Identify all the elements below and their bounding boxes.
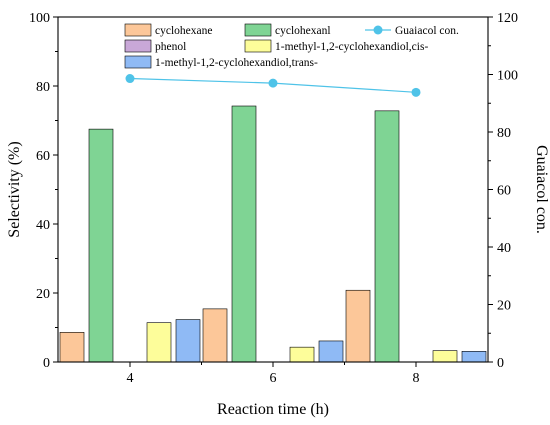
- legend-marker-guaiacol-con-: [373, 25, 383, 35]
- y-axis-title: Selectivity (%): [6, 141, 23, 237]
- bar-1-methyl-1-2-cyclohexandiol-cis--6: [289, 346, 315, 363]
- legend-swatch-cyclohexanl: [244, 23, 272, 37]
- legend-label-cyclohexane: cyclohexane: [155, 25, 212, 37]
- bar-1-methyl-1-2-cyclohexandiol-cis--4: [146, 322, 172, 363]
- y-tick-label: 20: [36, 287, 50, 302]
- y-tick-label: 40: [36, 218, 50, 233]
- bar-cyclohexane-4: [59, 332, 85, 363]
- y2-tick-label: 60: [497, 184, 511, 199]
- x-tick-label: 8: [413, 371, 420, 386]
- legend-label-guaiacol-con-: Guaiacol con.: [395, 25, 459, 37]
- bars-layer: [59, 105, 487, 363]
- conversion-point-8: [411, 87, 421, 97]
- y-tick-label: 0: [43, 356, 50, 371]
- legend-swatch-cyclohexane: [124, 23, 152, 37]
- y2-tick-label: 100: [497, 69, 518, 84]
- bar-cyclohexanl-4: [88, 128, 114, 363]
- bar-1-methyl-1-2-cyclohexandiol-cis--8: [432, 350, 458, 363]
- y2-tick-label: 20: [497, 299, 511, 314]
- bar-1-methyl-1-2-cyclohexandiol-trans--6: [318, 340, 344, 363]
- bar-cyclohexanl-6: [231, 105, 257, 363]
- y-tick-label: 100: [29, 11, 50, 26]
- y2-axis-title: Guaiacol con.: [533, 145, 550, 234]
- conversion-point-4: [125, 74, 135, 84]
- legend-swatch-phenol: [124, 39, 152, 53]
- ticks-layer: 0 20 40 60 80 100 0 20 40 60 80 100 120 4 6 8: [29, 11, 518, 386]
- bar-1-methyl-1-2-cyclohexandiol-trans--8: [461, 351, 487, 363]
- y2-tick-label: 40: [497, 241, 511, 256]
- y2-tick-label: 80: [497, 126, 511, 141]
- bar-cyclohexane-6: [202, 308, 228, 363]
- y-tick-label: 60: [36, 149, 50, 164]
- legend-swatch-1-methyl-1-2-cyclohexandiol-trans-: [124, 55, 152, 69]
- conversion-line-layer: [125, 74, 421, 97]
- bar-1-methyl-1-2-cyclohexandiol-trans--4: [175, 319, 201, 363]
- bar-cyclohexanl-8: [374, 110, 400, 363]
- y2-tick-label: 120: [497, 11, 518, 26]
- legend-label-1-methyl-1-2-cyclohexandiol-trans-: 1-methyl-1,2-cyclohexandiol,trans-: [155, 57, 318, 69]
- bar-cyclohexane-8: [345, 289, 371, 363]
- x-tick-label: 6: [270, 371, 277, 386]
- x-axis-title: Reaction time (h): [217, 401, 329, 418]
- legend: cyclohexane cyclohexanl Guaiacol con. pheno…: [124, 23, 459, 69]
- legend-label-1-methyl-1-2-cyclohexandiol-cis-: 1-methyl-1,2-cyclohexandiol,cis-: [275, 41, 428, 53]
- x-tick-label: 4: [127, 371, 134, 386]
- conversion-point-6: [268, 78, 278, 88]
- y-tick-label: 80: [36, 80, 50, 95]
- y2-tick-label: 0: [497, 356, 504, 371]
- legend-label-cyclohexanl: cyclohexanl: [275, 25, 331, 37]
- legend-swatch-1-methyl-1-2-cyclohexandiol-cis-: [244, 39, 272, 53]
- legend-label-phenol: phenol: [155, 41, 186, 53]
